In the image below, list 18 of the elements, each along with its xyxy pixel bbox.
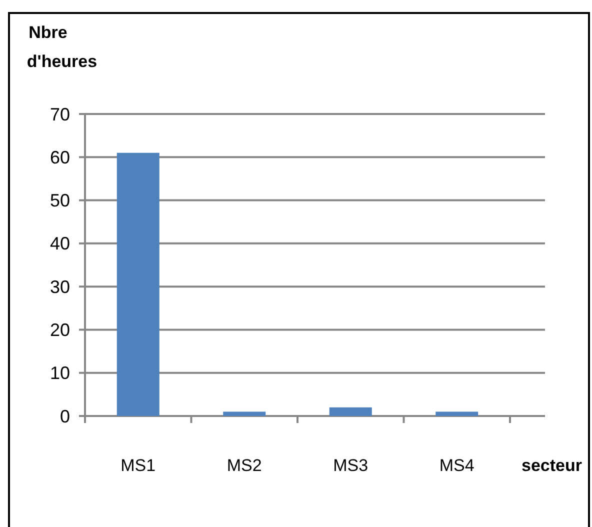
y-axis-title: Nbre d'heures [26,23,98,71]
x-tick-label: MS2 [226,456,262,475]
x-tick-label: MS1 [120,456,156,475]
y-tick-label: 70 [50,104,70,124]
bar [329,407,372,416]
y-tick-label: 20 [50,320,70,340]
y-tick-label: 30 [50,276,70,297]
bar [436,412,478,416]
y-tick-label: 60 [50,147,70,168]
bar [116,152,160,416]
y-tick-label: 10 [50,363,70,384]
y-tick-label: 0 [60,406,70,426]
x-tick-label: MS4 [439,456,474,475]
y-tick-label: 50 [50,190,70,211]
x-tick-label: MS3 [333,456,368,475]
bar [223,412,266,416]
y-tick-label: 40 [50,234,70,254]
x-axis-title: secteur [522,456,582,475]
